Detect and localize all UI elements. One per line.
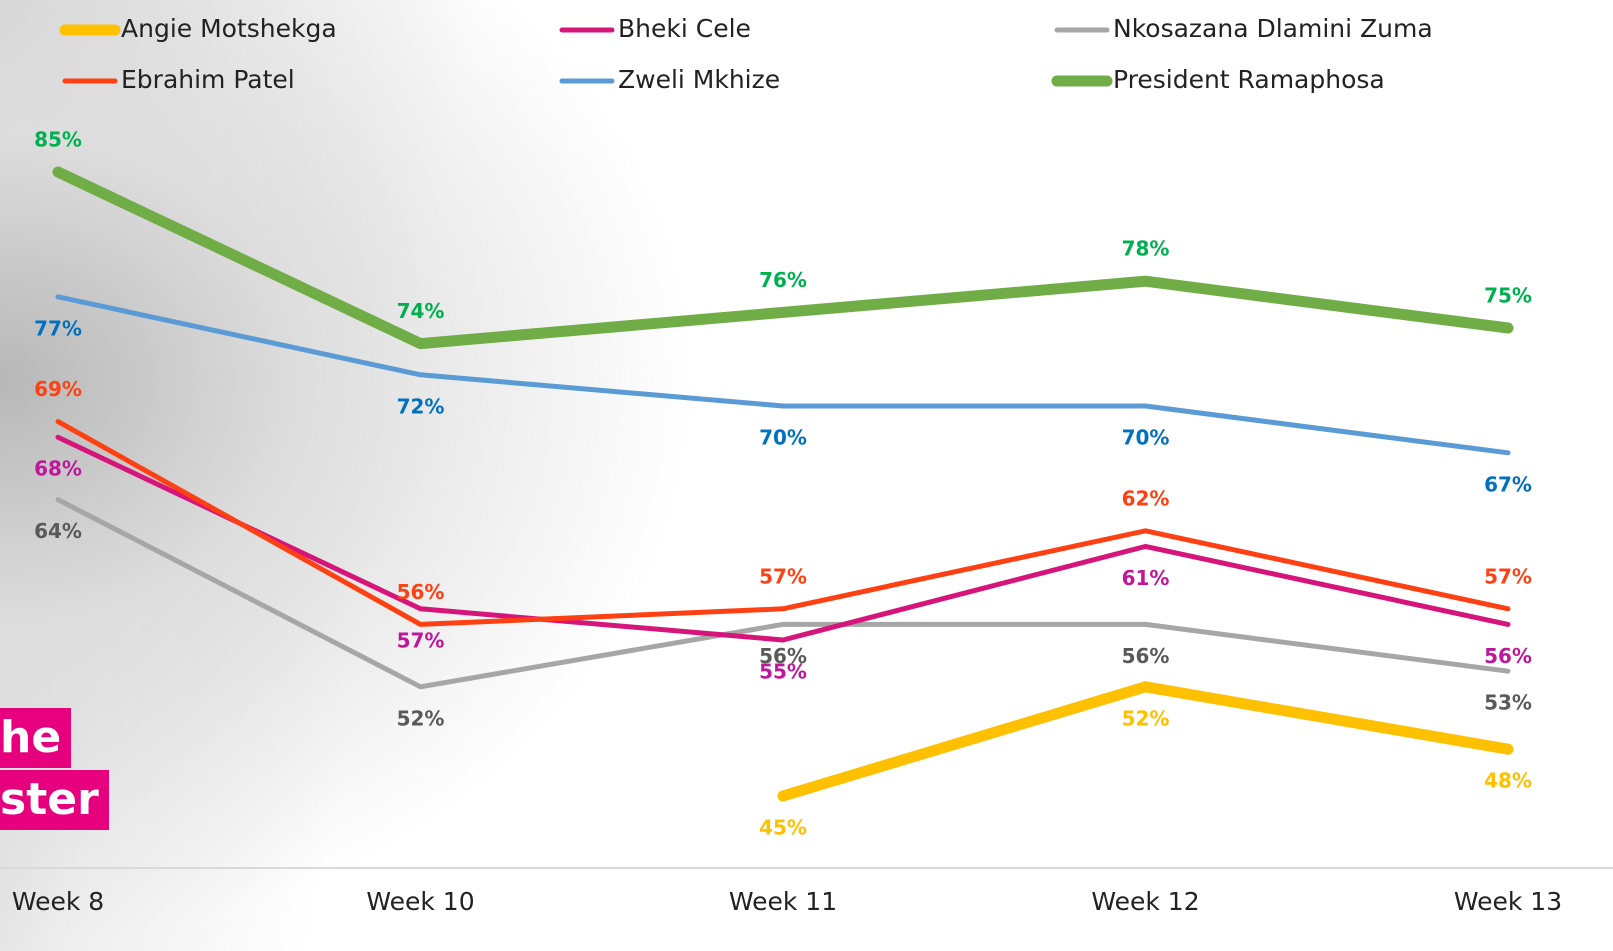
data-label: 56%: [759, 644, 807, 668]
data-label: 70%: [1122, 426, 1170, 450]
x-tick-label: Week 11: [729, 887, 837, 916]
data-label: 70%: [759, 426, 807, 450]
series-line: [55, 419, 1511, 627]
data-label: 78%: [1122, 237, 1170, 261]
data-label: 68%: [34, 457, 82, 481]
series-line: [55, 294, 1511, 456]
data-label: 72%: [397, 394, 445, 418]
series-line: [55, 434, 1511, 643]
series-line: [55, 497, 1511, 690]
data-label: 53%: [1484, 691, 1532, 715]
series-line: [52, 166, 1514, 350]
data-label: 69%: [34, 377, 82, 401]
data-label: 52%: [1122, 706, 1170, 730]
legend-label: President Ramaphosa: [1113, 65, 1385, 94]
legend-label: Angie Motshekga: [121, 14, 337, 43]
x-tick-label: Week 12: [1091, 887, 1199, 916]
data-label: 56%: [397, 580, 445, 604]
data-label: 76%: [759, 268, 807, 292]
data-label: 57%: [759, 564, 807, 588]
data-label: 85%: [34, 128, 82, 152]
data-label: 55%: [759, 660, 807, 684]
x-tick-label: Week 8: [12, 887, 104, 916]
data-label: 77%: [34, 316, 82, 340]
data-label: 74%: [397, 299, 445, 323]
data-label: 56%: [1122, 644, 1170, 668]
data-label: 48%: [1484, 769, 1532, 793]
data-label: 57%: [397, 628, 445, 652]
data-label: 75%: [1484, 284, 1532, 308]
data-label: 52%: [397, 706, 445, 730]
data-label: 64%: [34, 519, 82, 543]
data-label: 67%: [1484, 472, 1532, 496]
annotation: ster: [0, 770, 109, 830]
data-label: 61%: [1122, 566, 1170, 590]
data-label: 45%: [759, 816, 807, 840]
x-tick-label: Week 10: [366, 887, 474, 916]
background-photo: [0, 0, 700, 951]
data-label: 62%: [1122, 486, 1170, 510]
legend-label: Ebrahim Patel: [121, 65, 295, 94]
data-label: 56%: [1484, 644, 1532, 668]
annotation: he: [0, 708, 72, 768]
legend-label: Nkosazana Dlamini Zuma: [1113, 14, 1433, 43]
legend-label: Bheki Cele: [618, 14, 751, 43]
series-line: [777, 681, 1514, 802]
data-label: 57%: [1484, 564, 1532, 588]
x-tick-label: Week 13: [1454, 887, 1562, 916]
legend-label: Zweli Mkhize: [618, 65, 780, 94]
